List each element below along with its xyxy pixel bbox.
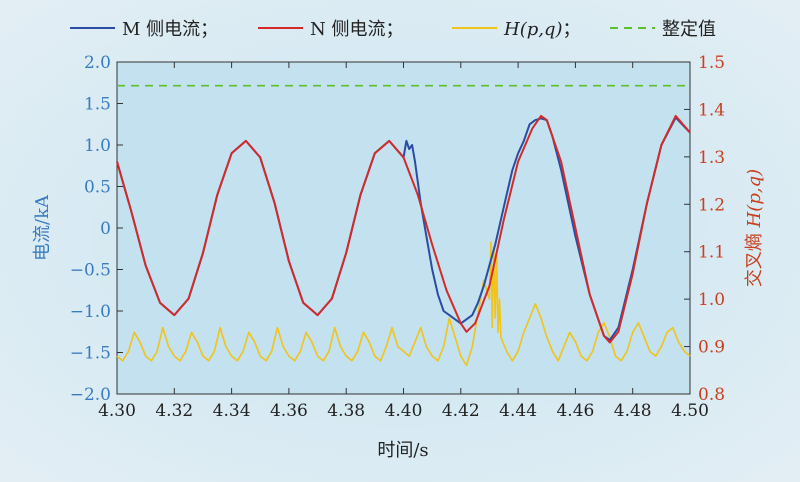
x-tick-label: 4.38 [327, 401, 365, 421]
x-axis: 4.30 4.32 4.34 4.36 4.38 4.40 4.42 4.44 4.46 4.48… [98, 62, 709, 421]
x-tick-label: 4.42 [442, 401, 480, 421]
y-right-tick-label: 0.9 [698, 338, 725, 358]
y-right-tick-label: 0.8 [698, 385, 725, 405]
x-tick-label: 4.34 [213, 401, 251, 421]
y-left-tick-label: −1.0 [70, 302, 111, 322]
x-tick-label: 4.32 [155, 401, 193, 421]
x-tick-label: 4.30 [98, 401, 136, 421]
x-axis-label: 时间/s [377, 440, 428, 461]
y-right-tick-label: 1.4 [698, 100, 725, 120]
y-left-tick-label: −0.5 [70, 261, 111, 281]
y-left-tick-label: 1.5 [84, 95, 111, 115]
y-right-tick-label: 1.5 [698, 53, 725, 73]
y-left-tick-label: 0 [100, 219, 111, 239]
y-right-tick-label: 1.0 [698, 290, 725, 310]
x-tick-label: 4.48 [614, 401, 652, 421]
legend: M 侧电流； N 侧电流； H(p,q)； 整定值 [70, 19, 716, 40]
y-left-tick-label: 1.0 [84, 136, 111, 156]
y-left-tick-label: −1.5 [70, 344, 111, 364]
series-n-current-line [116, 114, 691, 344]
y-right-tick-label: 1.3 [698, 148, 725, 168]
y-right-tick-label: 1.1 [698, 243, 725, 263]
y-left-tick-label: 2.0 [84, 53, 111, 73]
y-left-axis: 2.0 1.5 1.0 0.5 0 −0.5 −1.0 −1.5 −2.0 [70, 53, 123, 405]
x-tick-label: 4.36 [270, 401, 308, 421]
legend-label: M 侧电流； [122, 19, 218, 40]
series-cross-entropy-line [116, 241, 691, 367]
y-left-tick-label: −2.0 [70, 385, 111, 405]
y-right-axis: 1.5 1.4 1.3 1.2 1.1 1.0 0.9 0.8 [684, 53, 725, 405]
legend-label: N 侧电流； [310, 19, 403, 40]
plot-area [116, 61, 691, 395]
y-left-tick-label: 0.5 [84, 178, 111, 198]
y-left-axis-label: 电流/kA [32, 194, 53, 261]
y-right-axis-label: 交叉熵 H(p,q) [744, 169, 765, 287]
x-tick-label: 4.44 [499, 401, 537, 421]
legend-label: H(p,q)； [503, 19, 581, 40]
y-right-tick-label: 1.2 [698, 195, 725, 215]
x-tick-label: 4.40 [385, 401, 423, 421]
x-tick-label: 4.50 [671, 401, 709, 421]
legend-label: 整定值 [662, 19, 716, 40]
x-tick-label: 4.46 [556, 401, 594, 421]
series-layer [116, 84, 691, 367]
